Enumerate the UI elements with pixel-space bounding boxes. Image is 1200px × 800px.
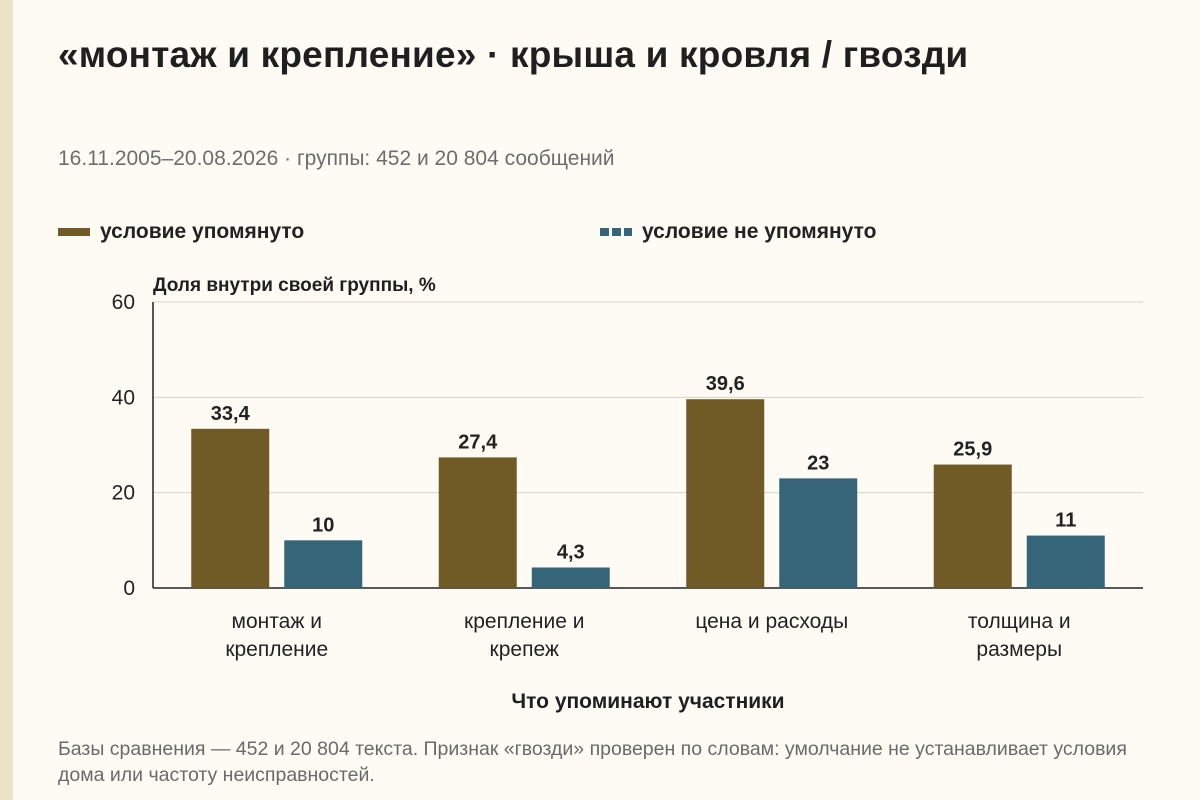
data-label-mentioned-2: 39,6 <box>706 373 745 395</box>
data-label-not-mentioned-1: 4,3 <box>557 542 585 564</box>
data-label-mentioned-3: 25,9 <box>953 439 992 461</box>
data-label-not-mentioned-0: 10 <box>312 514 334 536</box>
x-tick-label-2-0: цена и расходы <box>695 610 848 633</box>
data-label-not-mentioned-3: 11 <box>1055 510 1076 532</box>
bar-mentioned-2 <box>686 399 765 588</box>
bar-mentioned-1 <box>438 457 517 588</box>
data-label-mentioned-1: 27,4 <box>458 431 498 453</box>
chart-subtitle: 16.11.2005–20.08.2026 · группы: 452 и 20… <box>58 147 615 170</box>
legend-label-not-mentioned: условие не упомянуто <box>642 220 877 243</box>
data-label-mentioned-0: 33,4 <box>211 403 251 425</box>
y-tick-label-40: 40 <box>112 386 135 409</box>
y-tick-label-20: 20 <box>112 482 135 505</box>
x-tick-label-0-1: крепление <box>225 638 328 661</box>
x-tick-label-1-0: крепление и <box>464 610 584 633</box>
bar-not-mentioned-0 <box>284 540 363 588</box>
y-axis-label: Доля внутри своей группы, % <box>153 275 436 296</box>
y-tick-label-0: 0 <box>123 577 135 600</box>
bar-not-mentioned-1 <box>531 567 610 588</box>
legend-label-mentioned: условие упомянуто <box>100 220 305 243</box>
y-tick-label-60: 60 <box>112 291 135 314</box>
chart-title: «монтаж и крепление» · крыша и кровля / … <box>58 34 969 75</box>
bar-not-mentioned-3 <box>1026 535 1105 588</box>
bar-not-mentioned-2 <box>779 478 858 588</box>
footnote: Базы сравнения — 452 и 20 804 текста. Пр… <box>58 738 1127 786</box>
x-tick-label-0-0: монтаж и <box>232 610 322 633</box>
data-label-not-mentioned-2: 23 <box>807 452 829 474</box>
legend-swatch-not-mentioned <box>600 228 632 236</box>
left-accent-stripe <box>0 0 13 800</box>
legend-item-mentioned: условие упомянуто <box>58 218 304 246</box>
bar-mentioned-0 <box>191 428 270 588</box>
bar-mentioned-3 <box>933 464 1012 588</box>
legend-swatch-mentioned <box>58 228 90 236</box>
bar-chart: 0 20 40 60 Доля внутри своей группы, % 33,4 10… <box>112 275 1143 713</box>
x-tick-label-1-1: крепеж <box>490 638 559 661</box>
x-axis-label: Что упоминают участники <box>511 690 784 713</box>
legend-item-not-mentioned: условие не упомянуто <box>600 218 876 246</box>
x-tick-label-3-1: размеры <box>976 638 1062 661</box>
x-tick-label-3-0: толщина и <box>968 610 1071 633</box>
